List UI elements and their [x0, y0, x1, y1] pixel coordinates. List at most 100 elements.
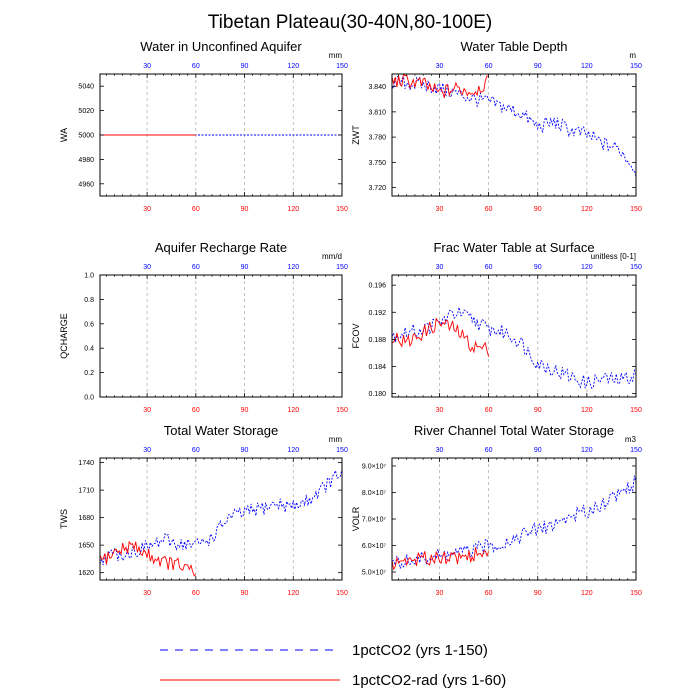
- y-tick-label: 3.750: [368, 160, 386, 167]
- chart-panel: Water in Unconfined Aquifer mm 30 30 60 60 90 9…: [59, 39, 348, 213]
- series-line: [391, 547, 490, 571]
- x-tick-label-top: 30: [143, 63, 151, 70]
- x-tick-label-bottom: 90: [534, 407, 542, 414]
- x-tick-label-top: 60: [192, 447, 200, 454]
- y-tick-label: 0.8: [84, 297, 94, 304]
- x-tick-label-bottom: 150: [336, 407, 348, 414]
- x-tick-label-bottom: 120: [287, 206, 299, 213]
- series-line: [99, 540, 197, 577]
- x-tick-label-top: 150: [336, 264, 348, 271]
- chart-panel: Aquifer Recharge Rate mm/d 30 30 60 60 90 90 120…: [59, 240, 348, 414]
- y-tick-label: 0.6: [84, 321, 94, 328]
- x-tick-label-top: 120: [287, 63, 299, 70]
- y-tick-label: 3.840: [368, 84, 386, 91]
- y-tick-label: 1740: [78, 460, 94, 467]
- x-tick-label-bottom: 60: [485, 407, 493, 414]
- x-tick-label-bottom: 120: [581, 206, 593, 213]
- y-tick-label: 1620: [78, 570, 94, 577]
- y-tick-label: 5040: [78, 84, 94, 91]
- x-tick-label-bottom: 90: [241, 407, 249, 414]
- y-tick-label: 3.810: [368, 109, 386, 116]
- y-axis-label: TWS: [59, 509, 69, 529]
- x-tick-label-top: 90: [241, 264, 249, 271]
- y-tick-label: 5.0×10⁷: [362, 570, 387, 577]
- panel-title: River Channel Total Water Storage: [414, 423, 614, 438]
- units-label: mm: [329, 51, 343, 60]
- y-tick-label: 1680: [78, 515, 94, 522]
- y-tick-label: 7.0×10⁷: [362, 517, 387, 524]
- y-axis-label: ZWT: [351, 125, 361, 145]
- legend-label-1pctco2-rad: 1pctCO2-rad (yrs 1-60): [352, 672, 506, 689]
- y-tick-label: 3.780: [368, 135, 386, 142]
- y-tick-label: 0.184: [368, 364, 386, 371]
- x-tick-label-top: 60: [192, 264, 200, 271]
- y-axis-label: FCOV: [351, 323, 361, 348]
- y-tick-label: 4960: [78, 181, 94, 188]
- x-tick-label-top: 120: [581, 447, 593, 454]
- x-tick-label-bottom: 30: [143, 590, 151, 597]
- x-tick-label-top: 150: [630, 264, 642, 271]
- x-tick-label-top: 150: [630, 447, 642, 454]
- x-tick-label-top: 90: [534, 264, 542, 271]
- x-tick-label-top: 150: [336, 447, 348, 454]
- y-tick-label: 0.192: [368, 310, 386, 317]
- plot-frame: [99, 457, 343, 581]
- chart-panel: Total Water Storage mm 30 30 60 60 90 90 120 120 1…: [59, 423, 348, 597]
- y-tick-label: 0.4: [84, 346, 94, 353]
- y-tick-label: 3.720: [368, 185, 386, 192]
- series-line: [391, 75, 637, 178]
- units-label: m3: [625, 435, 637, 444]
- x-tick-label-bottom: 120: [287, 590, 299, 597]
- x-tick-label-top: 60: [485, 63, 493, 70]
- units-label: mm/d: [322, 252, 342, 261]
- x-tick-label-top: 60: [485, 447, 493, 454]
- y-axis-label: VOLR: [351, 506, 361, 531]
- x-tick-label-bottom: 60: [485, 590, 493, 597]
- x-tick-label-top: 30: [436, 264, 444, 271]
- y-axis-label: QCHARGE: [59, 313, 69, 359]
- x-tick-label-top: 90: [241, 63, 249, 70]
- panel-title: Frac Water Table at Surface: [433, 240, 594, 255]
- x-tick-label-bottom: 30: [436, 590, 444, 597]
- panel-title: Water in Unconfined Aquifer: [140, 39, 302, 54]
- x-tick-label-top: 120: [287, 447, 299, 454]
- plot-frame: [99, 274, 343, 398]
- panel-title: Water Table Depth: [461, 39, 568, 54]
- x-tick-label-bottom: 30: [436, 407, 444, 414]
- chart-panels: Water in Unconfined Aquifer mm 30 30 60 60 90 9…: [59, 39, 642, 597]
- chart-panel: River Channel Total Water Storage m3 30 30 6…: [351, 423, 642, 597]
- x-tick-label-bottom: 60: [485, 206, 493, 213]
- units-label: m: [629, 51, 636, 60]
- x-tick-label-bottom: 30: [143, 407, 151, 414]
- series-line: [391, 73, 489, 99]
- x-tick-label-top: 150: [336, 63, 348, 70]
- x-tick-label-top: 30: [436, 63, 444, 70]
- x-tick-label-top: 90: [534, 447, 542, 454]
- y-tick-label: 0.196: [368, 283, 386, 290]
- series-line: [391, 317, 490, 357]
- x-tick-label-bottom: 120: [581, 407, 593, 414]
- series-line: [99, 468, 343, 566]
- x-tick-label-top: 90: [241, 447, 249, 454]
- panel-title: Total Water Storage: [164, 423, 278, 438]
- series-line: [391, 475, 637, 569]
- x-tick-label-bottom: 90: [534, 206, 542, 213]
- x-tick-label-top: 90: [534, 63, 542, 70]
- legend: 1pctCO2 (yrs 1-150) 1pctCO2-rad (yrs 1-6…: [160, 642, 506, 689]
- x-tick-label-bottom: 90: [534, 590, 542, 597]
- y-tick-label: 5020: [78, 108, 94, 115]
- y-tick-label: 1.0: [84, 273, 94, 280]
- x-tick-label-bottom: 60: [192, 590, 200, 597]
- x-tick-label-bottom: 60: [192, 206, 200, 213]
- x-tick-label-bottom: 150: [630, 206, 642, 213]
- x-tick-label-top: 30: [143, 447, 151, 454]
- x-tick-label-top: 120: [287, 264, 299, 271]
- x-tick-label-top: 150: [630, 63, 642, 70]
- plot-frame: [391, 73, 637, 197]
- series-line: [391, 307, 637, 389]
- x-tick-label-bottom: 150: [630, 407, 642, 414]
- figure-title: Tibetan Plateau(30-40N,80-100E): [208, 12, 492, 33]
- x-tick-label-bottom: 150: [336, 206, 348, 213]
